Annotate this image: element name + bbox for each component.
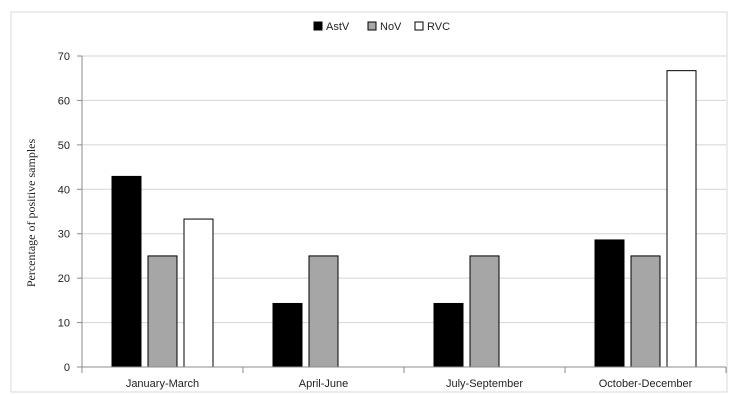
- axes: 0 10 20 30 40 50 60 70 January-March April-June Ju…: [58, 51, 727, 390]
- y-tick-label: 0: [64, 362, 70, 374]
- bar-nov: [630, 255, 661, 368]
- y-tick-label: 10: [58, 318, 70, 330]
- legend-label-nov: NoV: [380, 21, 402, 33]
- bar-astv: [272, 302, 303, 368]
- bar-rvc: [666, 70, 697, 368]
- x-tick-label: July-September: [446, 378, 523, 390]
- chart-frame: [10, 11, 728, 393]
- y-tick-label: 70: [58, 51, 70, 63]
- legend-label-astv: AstV: [326, 21, 350, 33]
- y-tick-label: 60: [58, 95, 70, 107]
- y-tick-label: 40: [58, 184, 70, 196]
- bars: [111, 70, 697, 368]
- legend-swatch-nov: [367, 21, 377, 31]
- x-tick-label: January-March: [126, 378, 199, 390]
- bar-astv: [433, 302, 464, 368]
- legend-label-rvc: RVC: [427, 21, 450, 33]
- legend-swatch-rvc: [414, 21, 424, 31]
- bar-astv: [111, 175, 142, 368]
- y-tick-label: 30: [58, 229, 70, 241]
- bar-nov: [469, 255, 500, 368]
- bar-nov: [308, 255, 339, 368]
- legend: AstV NoV RVC: [313, 21, 450, 33]
- x-tick-label: April-June: [299, 378, 349, 390]
- x-tick-label: October-December: [599, 378, 693, 390]
- y-axis-label: Percentage of positive samples: [24, 139, 38, 288]
- bar-rvc: [183, 218, 214, 368]
- bar-astv: [594, 239, 625, 368]
- y-tick-label: 50: [58, 140, 70, 152]
- y-tick-label: 20: [58, 273, 70, 285]
- legend-swatch-astv: [313, 21, 323, 31]
- bar-nov: [147, 255, 178, 368]
